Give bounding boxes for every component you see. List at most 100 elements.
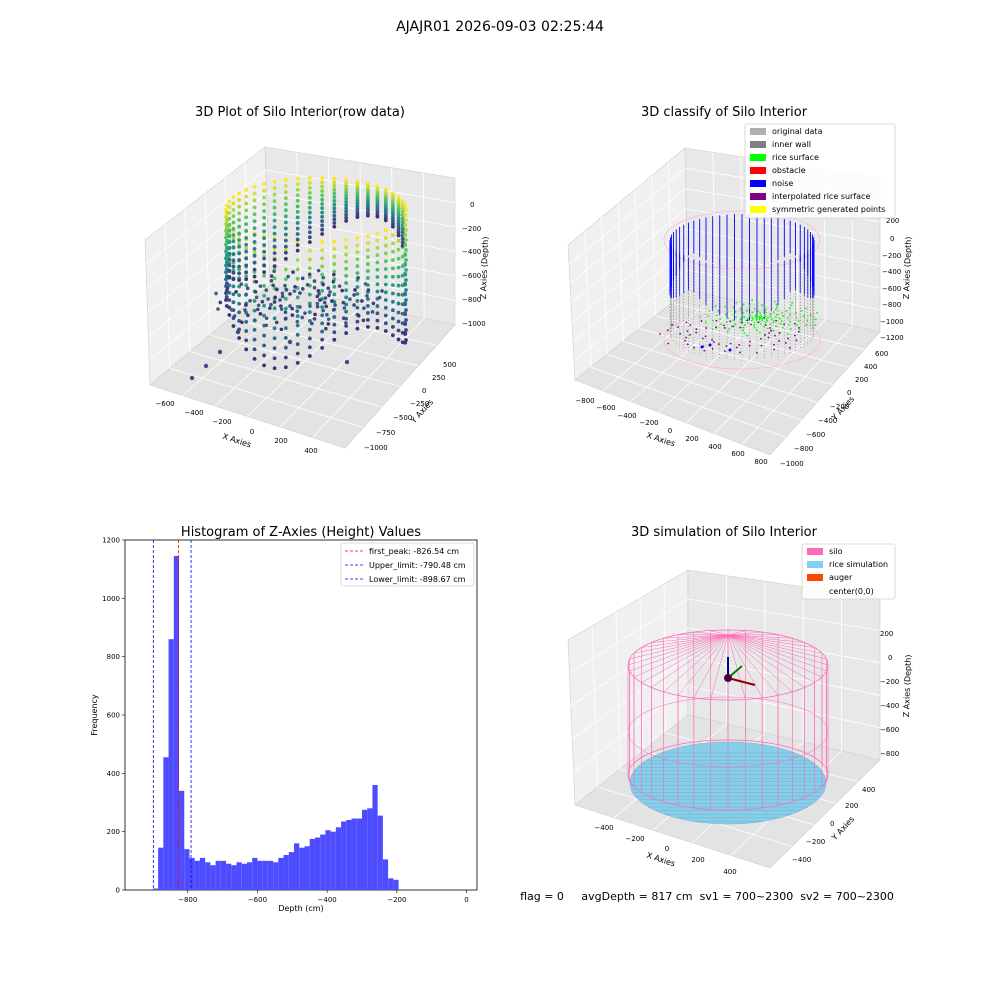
histogram-bar <box>341 821 347 890</box>
raw-point <box>344 281 349 285</box>
raw-point <box>320 345 325 350</box>
cls-rice-surface-point <box>759 312 761 315</box>
raw-point <box>332 187 337 192</box>
raw-point <box>295 342 300 347</box>
raw-point <box>320 272 325 277</box>
raw-floor-point <box>293 285 297 289</box>
raw-point <box>366 241 370 246</box>
histogram-y-tick-label: 600 <box>107 712 120 720</box>
cls-rice-surface-point <box>765 311 767 314</box>
raw-floor-point <box>352 293 356 297</box>
raw-point <box>272 199 277 203</box>
raw-point <box>390 274 395 279</box>
silo-wire-roof <box>727 631 763 636</box>
raw-point <box>383 298 388 302</box>
raw-point <box>383 282 388 287</box>
cls-y-tick: 400 <box>864 363 877 371</box>
cls-rice-surface-point <box>787 317 789 320</box>
cls-interpolated-point <box>703 349 706 352</box>
cls-rice-surface-point <box>763 306 766 309</box>
raw-point <box>272 306 277 311</box>
raw-floor-point <box>218 300 223 305</box>
silo-wire-roof <box>727 634 815 683</box>
cls-z-tick: −600 <box>882 285 901 293</box>
raw-point <box>295 314 300 319</box>
raw-point <box>355 271 360 275</box>
raw-point <box>227 257 232 262</box>
raw-floor-point <box>254 279 259 284</box>
raw-point <box>396 224 401 229</box>
cls-interpolated-point <box>784 342 787 344</box>
raw-point <box>307 235 312 240</box>
raw-point <box>307 230 312 235</box>
cls-interpolated-point <box>770 329 772 332</box>
cls-rice-surface-point <box>720 323 722 325</box>
sim-z-label: Z Axies (Depth) <box>902 654 913 717</box>
raw-point <box>283 196 288 200</box>
raw-point <box>252 226 257 231</box>
histogram-bar <box>262 860 268 890</box>
legend-swatch-noise <box>750 180 766 187</box>
raw-point <box>252 253 257 258</box>
legend-swatch-silo <box>807 548 823 555</box>
raw-point <box>396 215 401 220</box>
pane-grid-line <box>687 249 881 289</box>
cls-rice-surface-point <box>775 313 778 316</box>
raw-point <box>332 239 337 244</box>
pane-grid-line <box>568 167 686 265</box>
pane-grid-line <box>671 302 865 350</box>
raw-point <box>272 244 277 249</box>
raw-point <box>355 243 360 248</box>
raw-3d-points <box>189 176 408 381</box>
raw-point <box>262 202 266 207</box>
histogram-bar <box>252 857 258 890</box>
legend-label-first-peak: first_peak: -826.54 cm <box>369 547 459 556</box>
cls-rice-surface-point <box>800 309 803 312</box>
histogram-bar <box>335 827 342 890</box>
raw-point <box>355 292 360 296</box>
cls-interpolated-point <box>693 346 695 349</box>
raw-point <box>355 298 360 303</box>
cls-rice-surface-point <box>769 313 772 316</box>
cls-interpolated-point <box>700 320 703 322</box>
cls-rice-surface-point <box>742 312 744 314</box>
raw-point <box>396 212 401 217</box>
cls-x-tick: 200 <box>685 435 698 443</box>
raw-point <box>224 221 228 226</box>
legend-swatch-rice-sim <box>807 561 823 568</box>
auger-axis-red <box>727 677 756 686</box>
raw-point <box>224 231 229 236</box>
raw-point <box>332 254 337 259</box>
sim-x-tick: 400 <box>723 868 736 876</box>
raw-floor-point <box>295 309 300 313</box>
cls-rice-surface-point <box>733 313 736 316</box>
raw-point <box>355 305 360 310</box>
histogram-bar <box>283 855 289 890</box>
raw-point <box>252 184 257 189</box>
cls-rice-surface-point <box>789 313 791 316</box>
raw-point <box>396 238 401 243</box>
histogram-legend: first_peak: -826.54 cm Upper_limit: -790… <box>340 542 475 587</box>
cls-rice-surface-point <box>772 311 775 314</box>
cls-interpolated-point <box>729 320 732 323</box>
raw-point <box>390 299 395 304</box>
raw-z-tick: −200 <box>462 225 481 233</box>
cls-rice-surface-point <box>716 314 718 317</box>
raw-point <box>272 336 277 341</box>
legend-swatch-original <box>750 128 766 135</box>
silo-wire-roof <box>663 634 729 692</box>
sim-z-tick: −800 <box>880 750 899 758</box>
raw-point <box>272 316 277 321</box>
raw-z-tick: −400 <box>462 248 481 256</box>
silo-wire-roof <box>727 634 793 639</box>
histogram-bar <box>393 879 399 890</box>
cls-z-tick: −400 <box>882 268 901 276</box>
silo-wire-roof <box>651 634 729 643</box>
cls-rice-surface-point <box>758 320 761 323</box>
pane-grid-line <box>569 188 687 284</box>
histogram-title: Histogram of Z-Axies (Height) Values <box>181 525 421 540</box>
raw-point <box>355 285 360 289</box>
pane-grid-line <box>607 353 802 421</box>
raw-floor-point <box>266 297 270 301</box>
raw-point <box>396 247 401 252</box>
